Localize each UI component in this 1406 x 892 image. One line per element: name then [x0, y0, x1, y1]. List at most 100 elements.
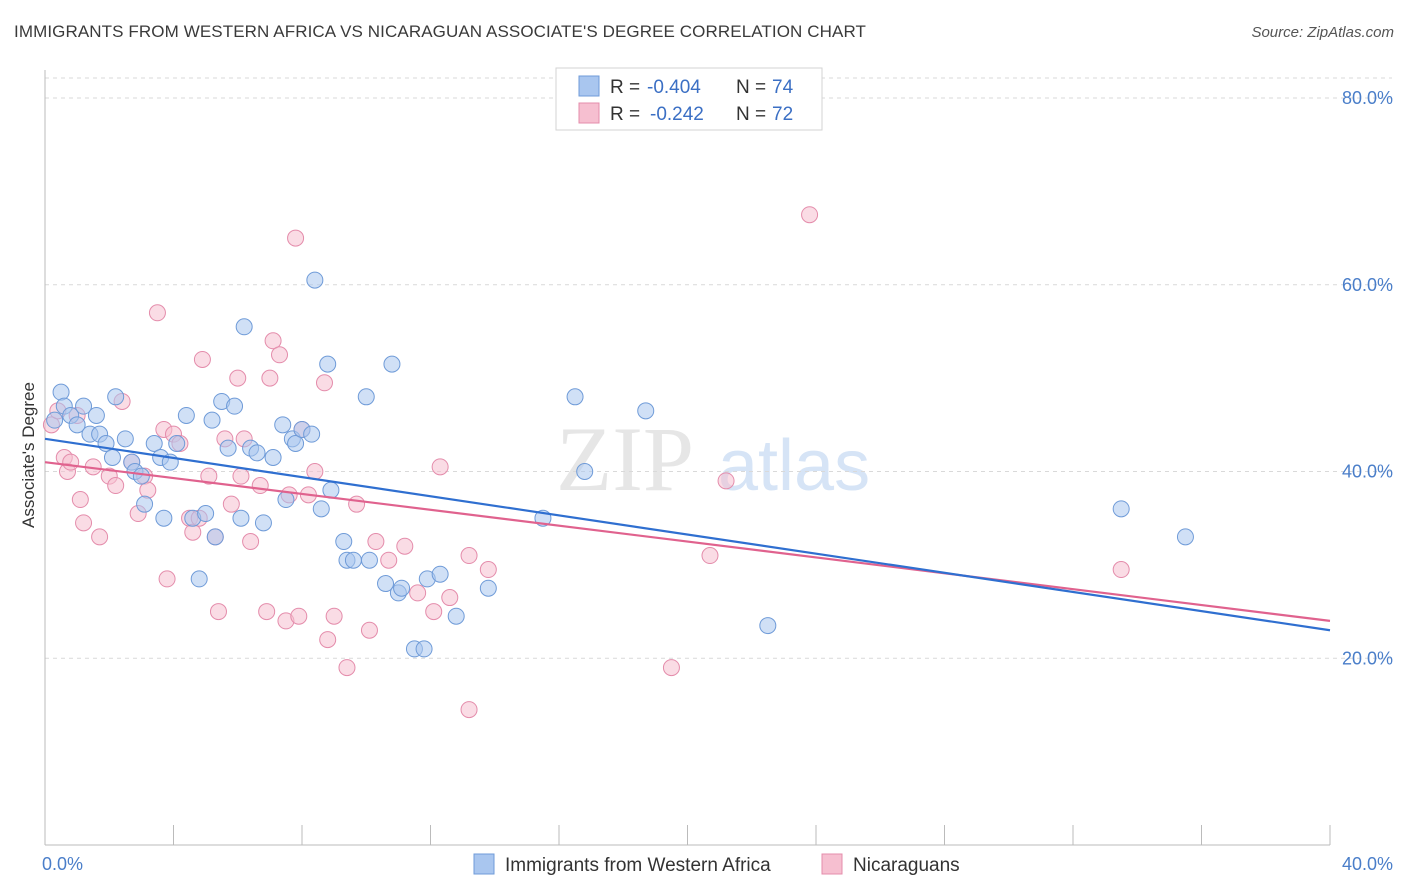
legend-bottom: Immigrants from Western Africa Nicaragua… [473, 853, 960, 876]
data-point-western-africa [306, 271, 324, 289]
data-point-nicaraguans [75, 514, 93, 532]
data-point-western-africa [357, 388, 375, 406]
data-point-nicaraguans [1112, 561, 1130, 579]
data-point-nicaraguans [91, 528, 109, 546]
y-tick-label: 60.0% [1342, 275, 1393, 295]
legend-pink-r-value: -0.242 [650, 104, 704, 125]
data-point-nicaraguans [338, 659, 356, 677]
data-point-western-africa [415, 640, 433, 658]
data-point-western-africa [103, 449, 121, 466]
data-point-western-africa [145, 434, 163, 452]
legend-pink-swatch [578, 102, 600, 124]
data-point-nicaraguans [662, 659, 680, 677]
legend-pink-n-value: 72 [772, 104, 793, 125]
data-point-western-africa [87, 406, 105, 424]
data-point-nicaraguans [315, 374, 333, 392]
data-point-western-africa [312, 500, 330, 518]
data-point-western-africa [274, 416, 292, 434]
data-point-nicaraguans [258, 603, 276, 621]
data-point-nicaraguans [319, 631, 337, 649]
data-point-western-africa [576, 463, 594, 481]
data-point-western-africa [68, 416, 86, 434]
data-point-nicaraguans [425, 603, 443, 621]
data-point-western-africa [431, 565, 449, 583]
data-point-nicaraguans [287, 229, 305, 247]
trend-line-western-africa [44, 437, 1331, 632]
data-point-western-africa [254, 514, 272, 532]
x-axis-ticks [44, 825, 1331, 845]
data-point-nicaraguans [431, 458, 449, 476]
data-point-western-africa [132, 467, 150, 485]
data-point-western-africa [232, 509, 250, 527]
data-point-nicaraguans [261, 369, 279, 387]
source-label: Source: ZipAtlas.com [1251, 24, 1394, 41]
data-point-nicaraguans [209, 603, 227, 621]
legend-blue-n-label: N = [736, 77, 766, 98]
data-point-nicaraguans [222, 495, 240, 513]
data-point-western-africa [393, 579, 411, 597]
series-nicaraguans [42, 206, 1130, 719]
data-point-western-africa [264, 449, 282, 466]
y-axis-title: Associate's Degree [19, 382, 38, 528]
x-tick-labels: 0.0% 40.0% [42, 854, 1393, 874]
data-point-western-africa [235, 318, 253, 336]
data-point-nicaraguans [200, 467, 218, 485]
data-point-western-africa [566, 388, 584, 406]
data-point-western-africa [277, 491, 295, 509]
legend-blue-n-value: 74 [772, 77, 794, 98]
data-point-western-africa [287, 434, 305, 452]
data-point-western-africa [206, 528, 224, 546]
legend-bottom-blue-swatch [473, 853, 495, 875]
data-point-western-africa [344, 551, 362, 569]
data-point-western-africa [46, 411, 64, 429]
data-point-western-africa [168, 434, 186, 452]
data-point-western-africa [1176, 528, 1194, 546]
data-point-nicaraguans [460, 547, 478, 565]
data-point-nicaraguans [251, 477, 269, 495]
legend-bottom-pink-swatch [821, 853, 843, 875]
data-point-nicaraguans [229, 369, 247, 387]
data-point-western-africa [377, 575, 395, 593]
y-tick-label: 40.0% [1342, 462, 1393, 482]
data-point-nicaraguans [460, 701, 478, 719]
data-point-western-africa [226, 397, 244, 415]
legend-pink-n-label: N = [736, 104, 766, 125]
y-tick-labels: 20.0% 40.0% 60.0% 80.0% [1342, 88, 1393, 668]
data-point-nicaraguans [193, 350, 211, 368]
y-tick-label: 80.0% [1342, 88, 1393, 108]
data-point-nicaraguans [717, 472, 735, 490]
legend-blue-r-label: R = [610, 77, 640, 98]
chart-title: IMMIGRANTS FROM WESTERN AFRICA VS NICARA… [14, 22, 867, 41]
data-point-western-africa [335, 533, 353, 551]
data-point-western-africa [360, 551, 378, 569]
data-point-nicaraguans [232, 467, 250, 485]
legend-bottom-pink-label: Nicaraguans [853, 855, 960, 876]
legend-blue-swatch [578, 75, 600, 97]
trend-line-nicaraguans [44, 461, 1331, 622]
watermark-zip: ZIP [556, 408, 694, 510]
data-point-western-africa [319, 355, 337, 373]
data-point-western-africa [447, 607, 465, 625]
data-point-nicaraguans [62, 453, 80, 471]
data-point-nicaraguans [271, 346, 289, 364]
legend-pink-r-label: R = [610, 104, 640, 125]
data-point-nicaraguans [158, 570, 176, 588]
data-point-western-africa [219, 439, 237, 457]
data-point-western-africa [303, 425, 321, 443]
data-point-nicaraguans [71, 491, 89, 509]
data-point-nicaraguans [380, 551, 398, 569]
data-point-nicaraguans [242, 533, 260, 551]
data-point-western-africa [190, 570, 208, 588]
data-point-nicaraguans [367, 533, 385, 551]
series-western-africa [46, 271, 1194, 658]
data-point-western-africa [759, 617, 777, 635]
data-point-western-africa [116, 430, 134, 448]
data-point-western-africa [136, 495, 154, 513]
data-point-nicaraguans [325, 607, 343, 625]
legend-top: R = -0.404 N = 74 R = -0.242 N = 72 [555, 67, 823, 131]
y-tick-label: 20.0% [1342, 648, 1393, 668]
data-point-western-africa [637, 402, 655, 420]
data-point-western-africa [1112, 500, 1130, 518]
data-point-nicaraguans [264, 332, 282, 350]
